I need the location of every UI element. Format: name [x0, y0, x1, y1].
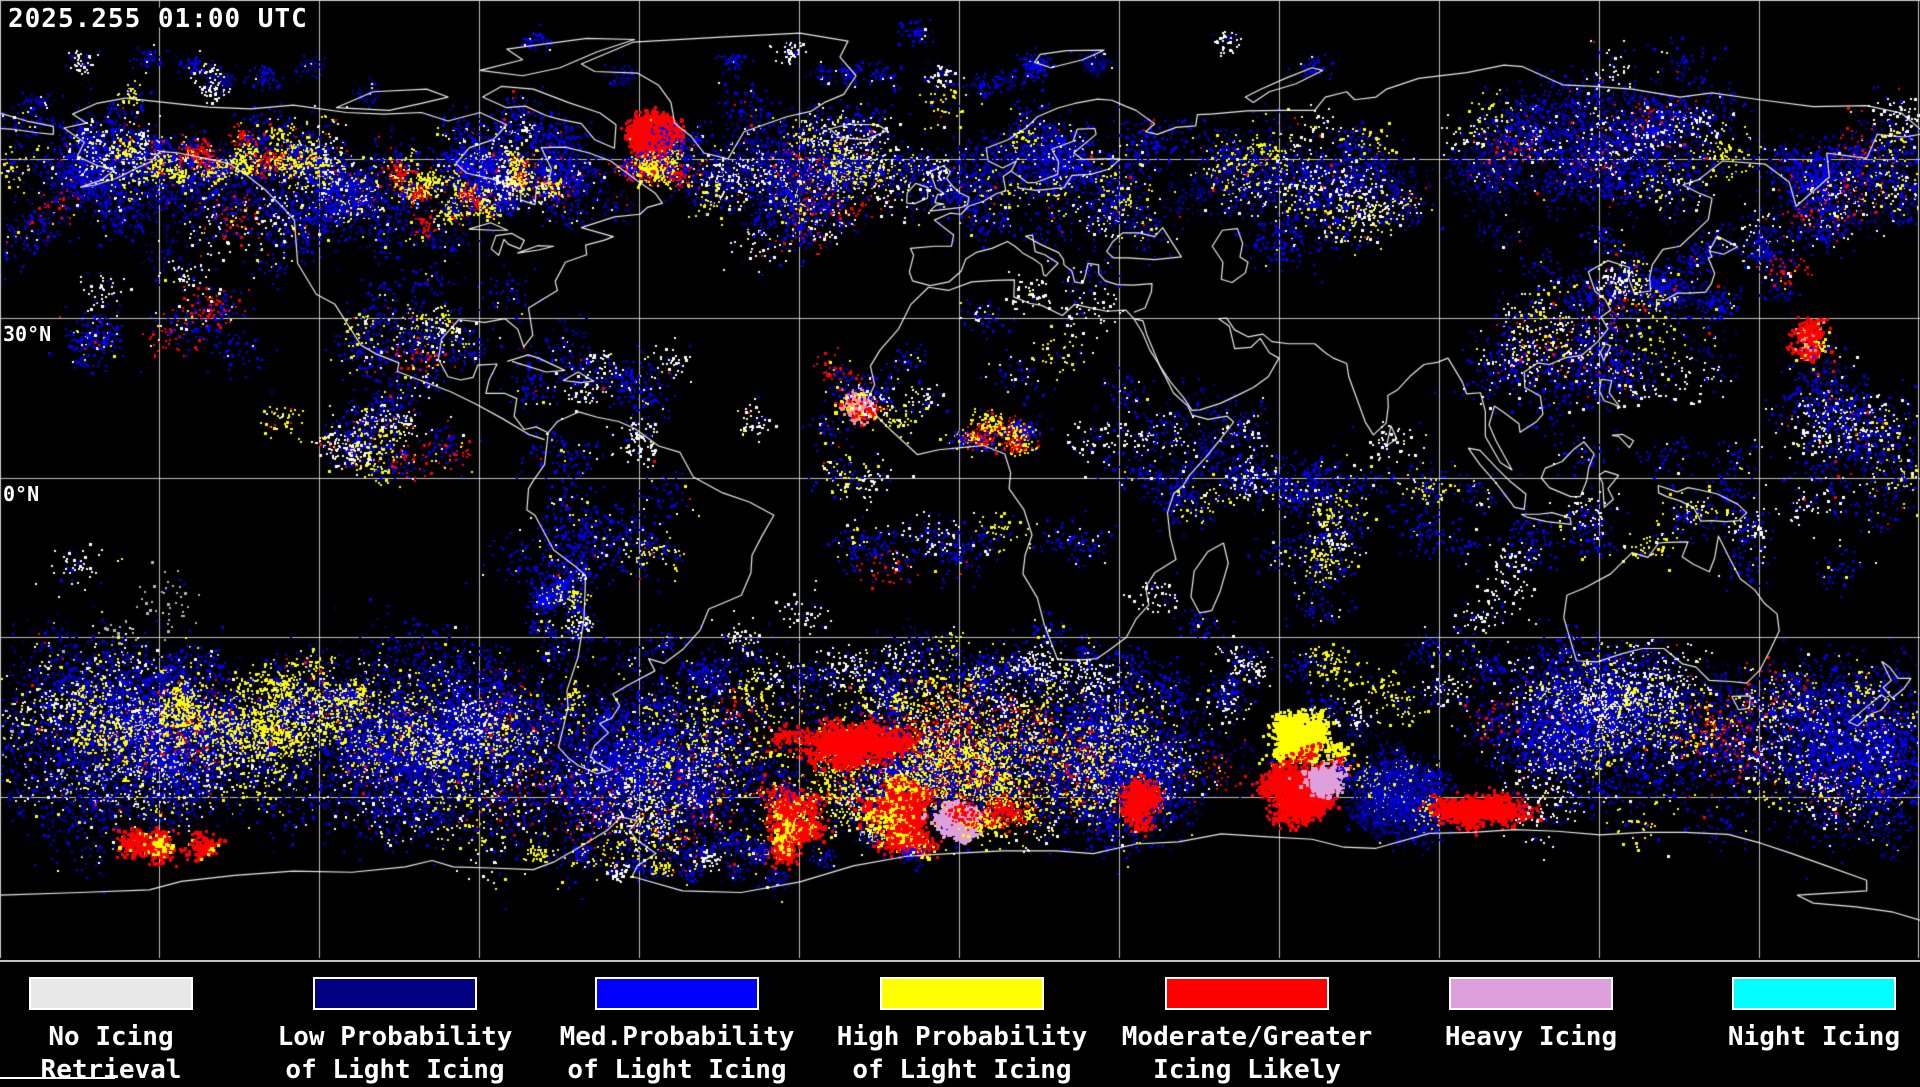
timestamp-label: 2025.255 01:00 UTC: [8, 4, 308, 34]
legend-label-line: High Probability: [836, 1022, 1088, 1052]
heavy-icing-label: Heavy Icing: [1361, 1021, 1701, 1054]
legend-label-line: Moderate/Greater: [1121, 1022, 1373, 1052]
night-icing-swatch: [1732, 977, 1896, 1010]
latitude-label-30n: 30°N: [3, 322, 52, 346]
med-probability-swatch: [595, 977, 759, 1010]
bottom-edge-mark: [0, 1077, 115, 1079]
icing-map-canvas: [0, 0, 1920, 960]
legend-item-low-probability: Low Probability of Light Icing: [225, 977, 565, 1087]
night-icing-label: Night Icing: [1644, 1021, 1920, 1054]
legend-label-line: Med.Probability: [559, 1022, 795, 1052]
world-icing-map: 2025.255 01:00 UTC 30°N 0°N: [0, 0, 1920, 960]
moderate-greater-swatch: [1165, 977, 1329, 1010]
high-probability-swatch: [880, 977, 1044, 1010]
heavy-icing-swatch: [1449, 977, 1613, 1010]
legend-label-line: No Icing: [48, 1022, 174, 1052]
legend-label-line: Low Probability: [277, 1022, 513, 1052]
legend-label-line: Icing Likely: [1153, 1055, 1341, 1085]
legend-label-line: Night Icing: [1727, 1022, 1901, 1052]
latitude-label-0n: 0°N: [3, 482, 40, 506]
legend-item-heavy-icing: Heavy Icing: [1361, 977, 1701, 1054]
legend-label-line: Heavy Icing: [1444, 1022, 1618, 1052]
no-icing-swatch: [29, 977, 193, 1010]
low-probability-swatch: [313, 977, 477, 1010]
color-legend: No Icing Retrieval Low Probability of Li…: [0, 960, 1920, 1085]
legend-item-night-icing: Night Icing: [1644, 977, 1920, 1054]
